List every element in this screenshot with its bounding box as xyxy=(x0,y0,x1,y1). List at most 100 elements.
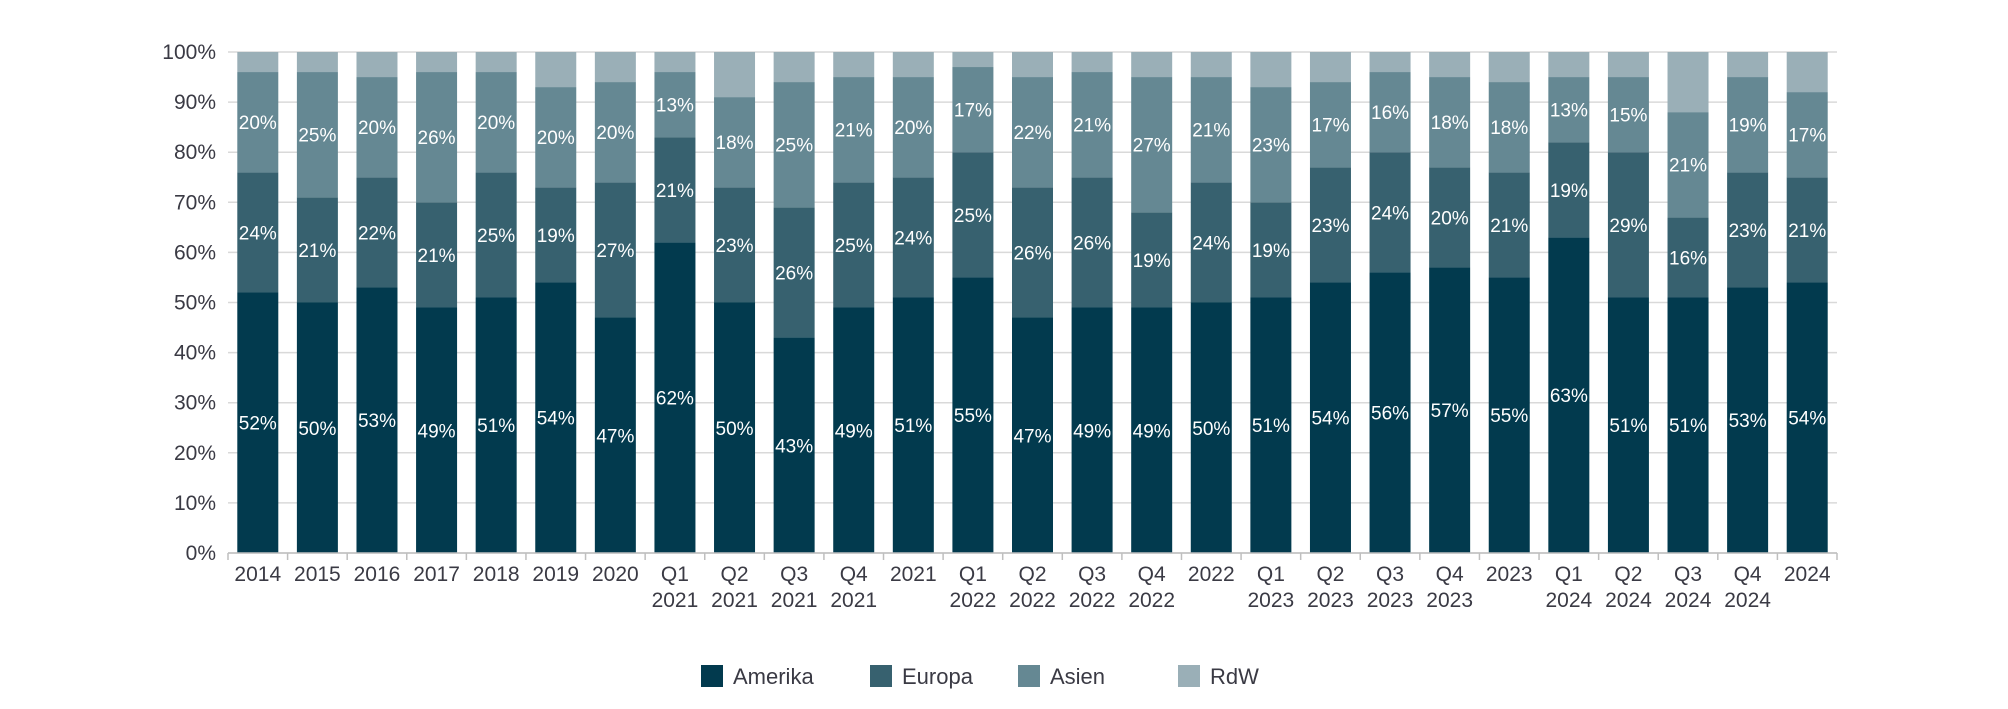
bar-stack: 55% 25% 17% xyxy=(952,52,994,553)
data-label: 24% xyxy=(1371,203,1409,224)
bar-segment-europa xyxy=(1190,182,1232,303)
bar-segment-asien xyxy=(1786,92,1828,178)
bar-segment-asien xyxy=(475,72,517,173)
bar-segment-asien xyxy=(1250,87,1292,203)
x-tick-label: Q1 xyxy=(1555,563,1583,586)
bar-segment-europa xyxy=(1786,177,1828,283)
data-label: 54% xyxy=(1788,409,1826,430)
bar-segment-rdw xyxy=(1369,52,1411,73)
x-tick-label: 2016 xyxy=(354,563,401,586)
bar-segment-europa xyxy=(1309,167,1351,283)
bar-segment-asien xyxy=(1309,82,1351,168)
data-label: 18% xyxy=(1490,118,1528,139)
x-tick-label: Q4 xyxy=(1436,563,1464,586)
bar-stack: 50% 24% 21% xyxy=(1190,52,1232,553)
x-tick-label: Q4 xyxy=(1138,563,1166,586)
legend-label: Europa xyxy=(902,664,974,689)
data-label: 25% xyxy=(298,126,336,147)
bar-stack: 56% 24% 16% xyxy=(1369,52,1411,553)
x-tick-label: Q1 xyxy=(661,563,689,586)
data-label: 51% xyxy=(1252,416,1290,437)
x-tick-label: 2024 xyxy=(1724,589,1771,612)
bar-segment-rdw xyxy=(416,52,458,73)
bar-segment-rdw xyxy=(237,52,279,73)
bar-segment-amerika xyxy=(952,277,994,553)
bar-segment-rdw xyxy=(1190,52,1232,78)
bar-segment-asien xyxy=(356,77,398,178)
x-tick-label: Q3 xyxy=(1376,563,1404,586)
bar-segment-amerika xyxy=(594,317,636,553)
bar-segment-asien xyxy=(1548,77,1590,143)
data-label: 21% xyxy=(835,121,873,142)
x-tick-label: 2024 xyxy=(1665,589,1712,612)
data-label: 56% xyxy=(1371,404,1409,425)
x-tick-label: Q2 xyxy=(721,563,749,586)
bar-segment-amerika xyxy=(475,297,517,553)
bar-segment-europa xyxy=(1369,152,1411,273)
data-label: 20% xyxy=(1431,208,1469,229)
bar-segment-europa xyxy=(654,137,696,243)
bar-segment-europa xyxy=(1012,187,1053,318)
data-label: 17% xyxy=(1311,116,1349,137)
data-label: 24% xyxy=(894,228,932,249)
bar-segment-europa xyxy=(475,172,517,298)
bar-segment-amerika xyxy=(1548,237,1590,553)
data-label: 25% xyxy=(477,226,515,247)
data-label: 23% xyxy=(1252,136,1290,157)
bar-segment-rdw xyxy=(1429,52,1471,78)
data-label: 19% xyxy=(1550,181,1588,202)
data-label: 19% xyxy=(1729,116,1767,137)
x-tick-label: 2019 xyxy=(532,563,579,586)
bar-stack: 47% 26% 22% xyxy=(1012,52,1053,553)
bar-segment-asien xyxy=(1488,82,1530,173)
data-label: 16% xyxy=(1371,103,1409,124)
bar-segment-amerika xyxy=(416,307,458,553)
data-label: 49% xyxy=(835,421,873,442)
data-label: 49% xyxy=(418,421,456,442)
bar-segment-asien xyxy=(714,97,756,188)
bar-stack: 53% 22% 20% xyxy=(356,52,398,553)
data-label: 50% xyxy=(298,419,336,440)
legend-swatch xyxy=(701,665,723,687)
bar-segment-amerika xyxy=(1429,267,1471,553)
legend-label: RdW xyxy=(1210,664,1259,689)
bar-segment-europa xyxy=(1667,217,1709,298)
data-label: 18% xyxy=(1431,113,1469,134)
bar-segment-rdw xyxy=(892,52,934,78)
x-tick-label: Q1 xyxy=(959,563,987,586)
bar-stack: 51% 25% 20% xyxy=(475,52,517,553)
bar-segment-asien xyxy=(1727,77,1769,173)
legend-label: Amerika xyxy=(733,664,814,689)
bar-segment-rdw xyxy=(535,52,577,88)
x-tick-label: Q4 xyxy=(840,563,868,586)
bar-segment-rdw xyxy=(773,52,815,83)
bar-segment-europa xyxy=(296,197,338,303)
data-label: 52% xyxy=(239,414,277,435)
y-tick-label: 50% xyxy=(174,292,216,315)
x-tick-label: Q3 xyxy=(1674,563,1702,586)
data-label: 22% xyxy=(1013,123,1051,144)
x-tick-label: 2021 xyxy=(652,589,699,612)
bar-segment-amerika xyxy=(1369,272,1411,553)
data-label: 23% xyxy=(1311,216,1349,237)
x-tick-label: 2023 xyxy=(1248,589,1295,612)
x-tick-label: 2023 xyxy=(1426,589,1473,612)
y-tick-label: 80% xyxy=(174,141,216,164)
data-label: 49% xyxy=(1133,421,1171,442)
bar-segment-amerika xyxy=(654,242,696,553)
bar-segment-amerika xyxy=(237,292,279,553)
x-tick-label: 2014 xyxy=(234,563,281,586)
bar-segment-amerika xyxy=(296,302,338,553)
y-axis: 0% 10% 20% 30% 40% 50% 60% 70% 80% 90% 100% xyxy=(162,41,216,565)
bar-segment-rdw xyxy=(594,52,636,83)
bar-stack: 50% 23% 18% xyxy=(714,52,756,553)
bar-segment-amerika xyxy=(1786,282,1828,553)
data-label: 20% xyxy=(239,113,277,134)
bar-segment-asien xyxy=(416,72,458,203)
x-tick-label: 2023 xyxy=(1307,589,1354,612)
bar-stack: 49% 25% 21% xyxy=(833,52,875,553)
bar-stack: 49% 26% 21% xyxy=(1071,52,1113,553)
bar-stack: 43% 26% 25% xyxy=(773,52,815,553)
data-label: 50% xyxy=(716,419,754,440)
data-label: 47% xyxy=(596,426,634,447)
